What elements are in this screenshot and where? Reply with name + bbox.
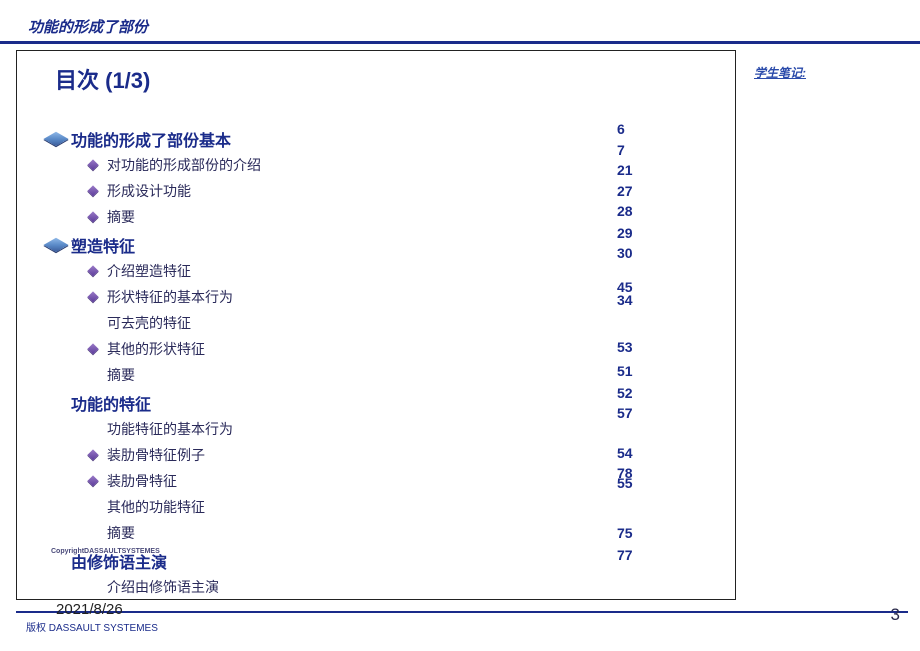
toc-item-label: 其他的功能特征 — [107, 497, 205, 517]
toc-item-label: 形成设计功能 — [107, 181, 191, 201]
toc-item-label: 形状特征的基本行为 — [107, 287, 233, 307]
cube-bullet-icon — [43, 238, 68, 252]
toc-item-label: 摘要 — [107, 365, 135, 385]
toc-sub-item: 装肋骨特征 — [49, 471, 617, 491]
footer-rule — [16, 611, 908, 613]
toc-page-number: 28 — [617, 203, 633, 220]
toc-item-label: 功能特征的基本行为 — [107, 419, 233, 439]
toc-sub-item: 摘要 — [49, 365, 617, 385]
toc-item-label: 可去壳的特征 — [107, 313, 191, 333]
toc-sub-item: 介绍由修饰语主演 — [49, 577, 617, 597]
toc-section: 功能的形成了部份基本 — [49, 127, 617, 151]
toc-pages: 6721272829304534535152575478557577 — [617, 121, 707, 603]
footer-page-number: 3 — [891, 605, 900, 625]
sidebar-title: 学生笔记: — [754, 64, 910, 81]
toc-sub-item: 可去壳的特征 — [49, 313, 617, 333]
slide-header: 功能的形成了部份 — [0, 0, 920, 44]
toc-page-number: 53 — [617, 339, 633, 356]
toc-item-label: 其他的形状特征 — [107, 339, 205, 359]
cube-bullet-icon — [43, 132, 68, 146]
toc-sub-item: 对功能的形成部份的介绍 — [49, 155, 617, 175]
toc-item-label: 装肋骨特征 — [107, 471, 177, 491]
diamond-bullet-icon — [87, 265, 98, 276]
toc-item-label: 功能的特征 — [71, 391, 151, 415]
toc-item-label: 介绍由修饰语主演 — [107, 577, 219, 597]
toc-list: 功能的形成了部份基本对功能的形成部份的介绍形成设计功能摘要塑造特征介绍塑造特征形… — [49, 121, 617, 603]
main-content: 目次 (1/3) 功能的形成了部份基本对功能的形成部份的介绍形成设计功能摘要塑造… — [0, 44, 920, 600]
toc-page-number: 6 — [617, 121, 625, 138]
toc-section: 塑造特征 — [49, 233, 617, 257]
toc-section: 功能的特征 — [49, 391, 617, 415]
toc-sub-item: 摘要 — [49, 523, 617, 543]
diamond-bullet-icon — [87, 211, 98, 222]
toc-item-label: 装肋骨特征例子 — [107, 445, 205, 465]
footer-copyright: 版权 DASSAULT SYSTEMES — [26, 619, 158, 634]
toc-page-number: 57 — [617, 405, 633, 422]
toc-item-label: 功能的形成了部份基本 — [71, 127, 231, 151]
toc-page-number: 34 — [617, 292, 633, 309]
toc-sub-item: 形状特征的基本行为 — [49, 287, 617, 307]
diamond-bullet-icon — [87, 475, 98, 486]
toc-page-number: 7 — [617, 142, 625, 159]
toc-body: 功能的形成了部份基本对功能的形成部份的介绍形成设计功能摘要塑造特征介绍塑造特征形… — [49, 121, 707, 603]
diamond-bullet-icon — [87, 159, 98, 170]
toc-sub-item: 介绍塑造特征 — [49, 261, 617, 281]
sidebar: 学生笔记: — [736, 50, 910, 600]
toc-item-label: 摘要 — [107, 523, 135, 543]
slide-footer: 2021/8/26 版权 DASSAULT SYSTEMES 3 — [0, 611, 920, 651]
toc-page-number: 29 — [617, 225, 633, 242]
toc-sub-item: 其他的形状特征 — [49, 339, 617, 359]
toc-page-number: 21 — [617, 162, 633, 179]
toc-title: 目次 (1/3) — [55, 63, 707, 95]
toc-page-number: 30 — [617, 245, 633, 262]
toc-sub-item: 装肋骨特征例子 — [49, 445, 617, 465]
toc-sub-item: 摘要 — [49, 207, 617, 227]
footer-date: 2021/8/26 — [56, 601, 123, 618]
toc-item-label: 对功能的形成部份的介绍 — [107, 155, 261, 175]
toc-page-number: 27 — [617, 183, 633, 200]
toc-page-number: 55 — [617, 475, 633, 492]
toc-item-label: 摘要 — [107, 207, 135, 227]
diamond-bullet-icon — [87, 291, 98, 302]
diamond-bullet-icon — [87, 343, 98, 354]
toc-page-number: 52 — [617, 385, 633, 402]
toc-item-label: 介绍塑造特征 — [107, 261, 191, 281]
diamond-bullet-icon — [87, 449, 98, 460]
toc-container: 目次 (1/3) 功能的形成了部份基本对功能的形成部份的介绍形成设计功能摘要塑造… — [16, 50, 736, 600]
toc-page-number: 51 — [617, 363, 633, 380]
toc-sub-item: 其他的功能特征 — [49, 497, 617, 517]
toc-sub-item: 形成设计功能 — [49, 181, 617, 201]
vertical-copyright: CopyrightDASSAULTSYSTEMES — [51, 548, 160, 555]
toc-page-number: 54 — [617, 445, 633, 462]
diamond-bullet-icon — [87, 185, 98, 196]
toc-item-label: 塑造特征 — [71, 233, 135, 257]
toc-page-number: 75 — [617, 525, 633, 542]
toc-sub-item: 功能特征的基本行为 — [49, 419, 617, 439]
header-title: 功能的形成了部份 — [28, 16, 920, 37]
toc-page-number: 77 — [617, 547, 633, 564]
